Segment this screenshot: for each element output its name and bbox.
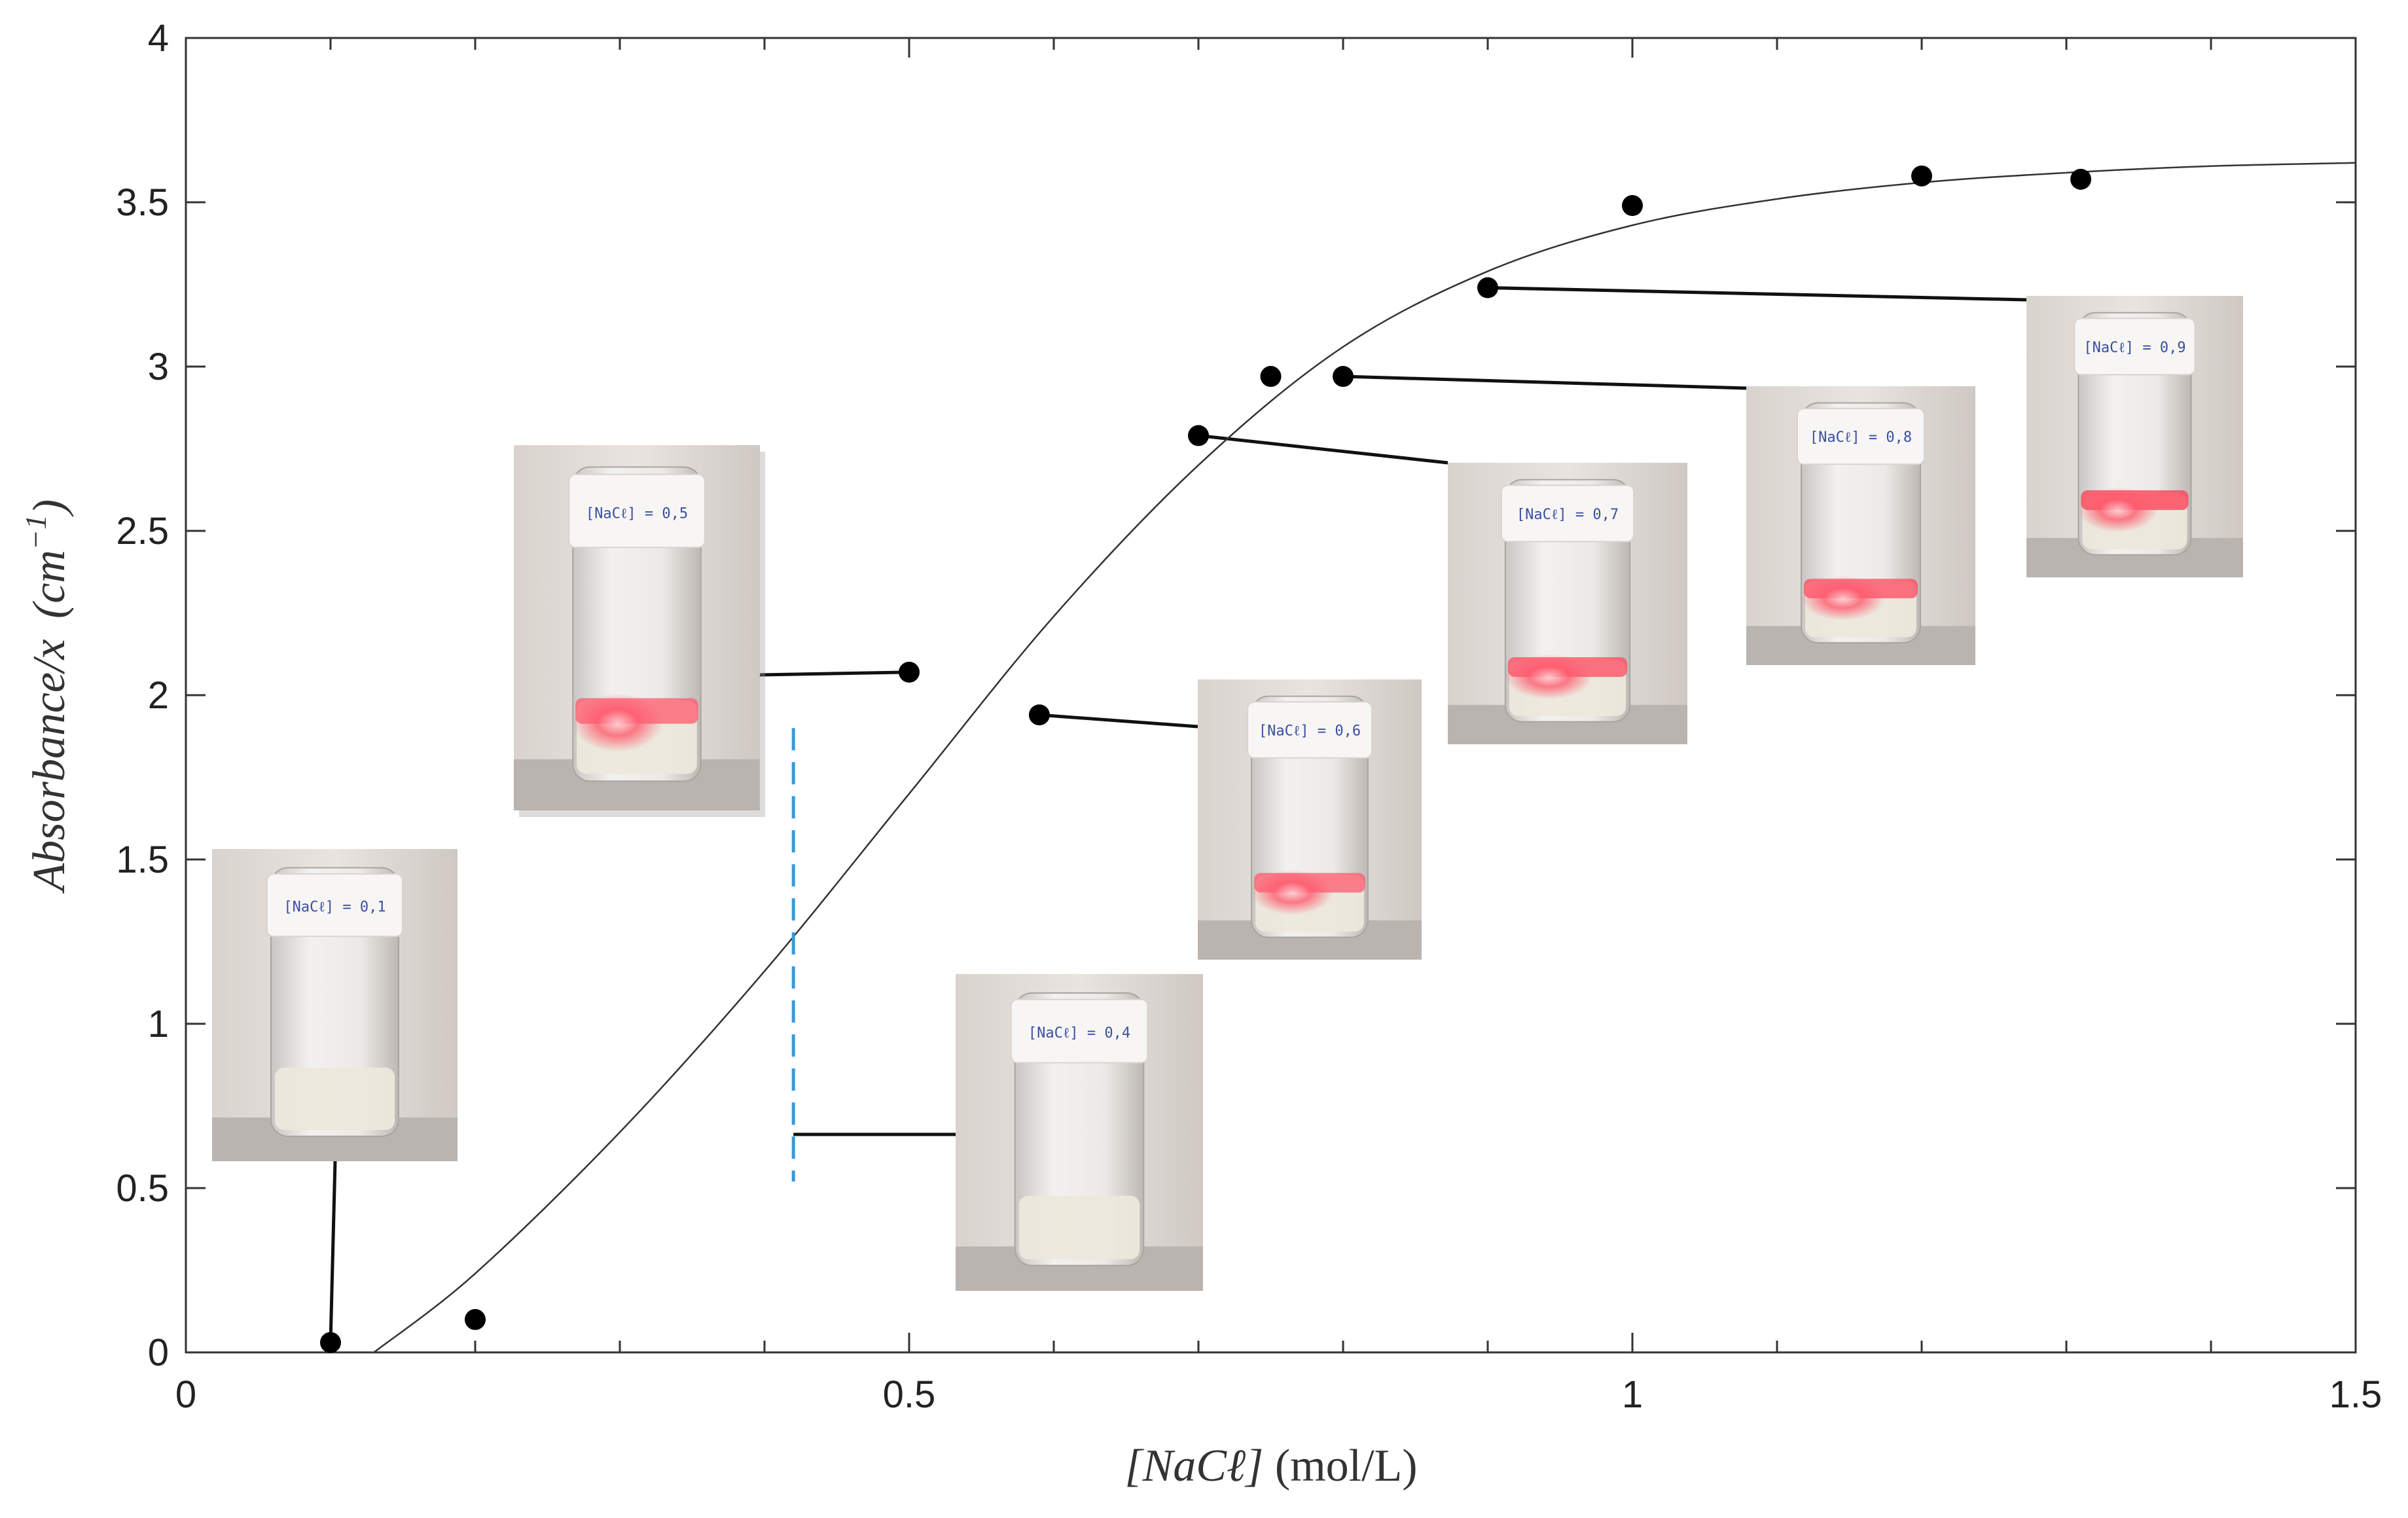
data-point (2070, 168, 2092, 190)
jar-label (2074, 317, 2196, 376)
y-tick-label: 3.5 (116, 181, 169, 224)
leader-line (1039, 713, 1198, 729)
jar-label (1247, 701, 1373, 759)
leader-line (759, 670, 910, 677)
data-point (1188, 425, 1209, 446)
sample-photo: [NaCℓ] = 0,9 (2026, 296, 2243, 577)
laser-glow (573, 693, 663, 752)
sample-photo: [NaCℓ] = 0,5 (514, 445, 765, 817)
jar-liquid (1018, 1195, 1140, 1259)
jar-label-text: [NaCℓ] = 0,8 (1810, 429, 1912, 446)
data-point (1028, 704, 1050, 726)
jar-label-text: [NaCℓ] = 0,7 (1517, 507, 1619, 523)
jar-label-text: [NaCℓ] = 0,6 (1259, 723, 1361, 740)
jar-label-text: [NaCℓ] = 0,9 (2083, 340, 2185, 356)
data-point (1260, 366, 1282, 388)
data-point (1622, 195, 1643, 217)
data-point (1477, 277, 1498, 298)
data-point (1911, 165, 1932, 187)
x-tick-label: 1 (1622, 1373, 1643, 1416)
y-tick-label: 2 (148, 674, 169, 717)
jar-label (1010, 998, 1149, 1064)
data-point (320, 1331, 341, 1353)
y-axis-label-unit: (cm (24, 550, 75, 619)
y-axis-label-close: ) (24, 499, 75, 517)
x-axis-label: [NaCℓ] (mol/L) (1124, 1441, 1417, 1491)
jar-label (266, 873, 403, 937)
y-tick-label: 3 (148, 346, 169, 388)
y-axis-label-exp: −1 (19, 515, 52, 550)
leader-line (329, 1161, 337, 1343)
leader-line (1487, 286, 2027, 302)
sample-photo: [NaCℓ] = 0,8 (1746, 386, 1975, 665)
y-tick-label: 1 (148, 1003, 169, 1045)
x-tick-label: 1.5 (2329, 1373, 2382, 1416)
y-tick-label: 4 (148, 17, 169, 60)
leader-lines (329, 286, 2027, 1343)
fit-curve (373, 162, 2356, 1353)
y-tick-label: 1.5 (116, 839, 169, 881)
jar-label-text: [NaCℓ] = 0,5 (586, 506, 688, 522)
sample-photo: [NaCℓ] = 0,7 (1448, 463, 1687, 744)
laser-glow (1251, 870, 1333, 915)
laser-glow (1505, 654, 1593, 700)
x-tick-label: 0 (175, 1373, 196, 1416)
laser-glow (1801, 575, 1885, 621)
sample-photo: [NaCℓ] = 0,6 (1198, 679, 1422, 960)
leader-line (1198, 433, 1448, 465)
laser-glow (2078, 487, 2157, 533)
sample-photos: [NaCℓ] = 0,1 [NaCℓ] = 0,5 [NaCℓ] = 0,4 [NaC… (212, 296, 2243, 1291)
sample-photo: [NaCℓ] = 0,1 (212, 849, 458, 1161)
data-points (320, 165, 2092, 1353)
y-tick-label: 0.5 (116, 1167, 169, 1210)
jar-label-text: [NaCℓ] = 0,4 (1028, 1025, 1130, 1041)
fit-curve-group (373, 162, 2356, 1353)
y-axis-label: Absorbance/x (cm−1) (19, 499, 75, 894)
jar-label-text: [NaCℓ] = 0,1 (283, 899, 386, 915)
axis-tick-labels: 0 0.5 1 1.5 0 0.5 1 1.5 2 2.5 3 3.5 4 (116, 17, 2382, 1416)
jar-label (568, 473, 706, 549)
jar-label (1797, 408, 1925, 465)
data-point (899, 661, 920, 683)
y-axis-label-var: Absorbance/x (24, 639, 75, 894)
y-tick-label: 0 (148, 1331, 169, 1374)
jar-liquid (275, 1067, 395, 1130)
axis-ticks (185, 37, 2357, 1354)
x-tick-label: 0.5 (883, 1373, 936, 1416)
data-point (1333, 366, 1354, 388)
jar-label (1500, 484, 1635, 543)
x-axis-label-unit: (mol/L) (1263, 1441, 1417, 1491)
y-tick-label: 2.5 (116, 510, 169, 552)
leader-line (1342, 374, 1747, 390)
data-point (465, 1309, 486, 1330)
x-axis-label-var: [NaCℓ] (1124, 1441, 1263, 1491)
sample-photo: [NaCℓ] = 0,4 (956, 974, 1203, 1291)
